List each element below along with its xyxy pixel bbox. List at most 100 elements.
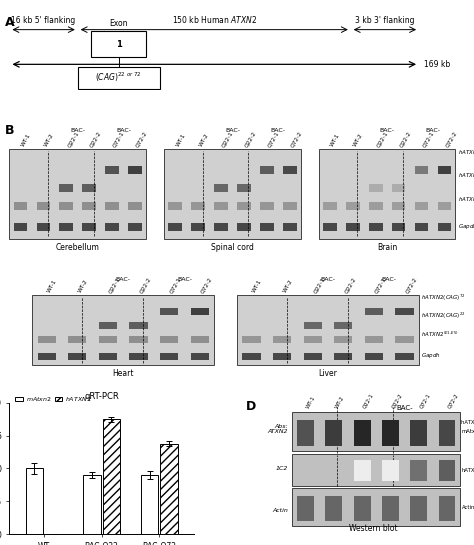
Bar: [161, 444, 178, 534]
Text: hATXN2-Q72: hATXN2-Q72: [462, 467, 474, 473]
Text: Actin: Actin: [272, 508, 288, 513]
Text: $Gapdh$: $Gapdh$: [421, 351, 441, 360]
Bar: [26, 469, 43, 534]
Text: Q72-1: Q72-1: [421, 130, 435, 148]
Bar: [14, 223, 27, 232]
Bar: [82, 184, 96, 192]
Bar: [214, 184, 228, 192]
Bar: [105, 223, 119, 232]
Bar: [415, 202, 428, 210]
Bar: [128, 166, 142, 174]
Text: BAC-: BAC-: [225, 128, 240, 133]
Bar: [354, 461, 371, 481]
Bar: [369, 184, 383, 192]
Text: Q72-2: Q72-2: [404, 276, 418, 294]
Bar: [334, 353, 352, 360]
Bar: [369, 223, 383, 232]
Text: BAC-: BAC-: [320, 277, 336, 282]
Bar: [38, 336, 56, 343]
Bar: [354, 496, 371, 520]
Bar: [129, 336, 147, 343]
Text: Q72-1: Q72-1: [374, 276, 387, 294]
Bar: [292, 412, 460, 451]
Bar: [438, 202, 451, 210]
Bar: [334, 322, 352, 329]
Text: Q22-1: Q22-1: [66, 130, 80, 148]
Bar: [382, 420, 399, 445]
Bar: [415, 166, 428, 174]
Bar: [395, 336, 413, 343]
Text: 1: 1: [116, 40, 122, 49]
Bar: [59, 223, 73, 232]
Bar: [164, 149, 301, 239]
Bar: [438, 461, 456, 481]
Text: mAtxn2: mAtxn2: [462, 429, 474, 434]
Bar: [191, 202, 205, 210]
Text: 1C2: 1C2: [276, 466, 288, 471]
Bar: [128, 223, 142, 232]
Text: WT-1: WT-1: [252, 279, 263, 294]
Bar: [273, 353, 291, 360]
Text: RT-PCR: RT-PCR: [0, 308, 3, 335]
Bar: [346, 223, 360, 232]
Bar: [365, 308, 383, 314]
Bar: [297, 496, 314, 520]
Text: $Gapdh$: $Gapdh$: [458, 222, 474, 231]
Bar: [82, 223, 96, 232]
Bar: [410, 461, 427, 481]
Text: D: D: [246, 400, 255, 413]
Bar: [191, 336, 209, 343]
Text: Q22-1: Q22-1: [362, 392, 375, 409]
Bar: [191, 353, 209, 360]
Text: Q72-2: Q72-2: [445, 130, 458, 148]
Text: Liver: Liver: [319, 369, 337, 378]
Bar: [99, 336, 117, 343]
Bar: [438, 223, 451, 232]
Text: Exon: Exon: [109, 19, 128, 28]
Text: BAC-: BAC-: [382, 277, 397, 282]
Text: BAC-: BAC-: [426, 128, 440, 133]
Text: Q72-1: Q72-1: [267, 130, 280, 148]
Text: Q72-2: Q72-2: [200, 276, 213, 294]
Text: hATXN2- (Q22 or Q72): hATXN2- (Q22 or Q72): [462, 420, 474, 425]
Text: A: A: [5, 16, 15, 29]
Text: Q22-2: Q22-2: [244, 130, 257, 148]
Bar: [292, 488, 460, 526]
Bar: [129, 353, 147, 360]
Bar: [128, 202, 142, 210]
Text: Abs:: Abs:: [274, 424, 288, 429]
Text: Q22-2: Q22-2: [89, 130, 102, 148]
Bar: [260, 202, 273, 210]
Text: Q72-2: Q72-2: [135, 130, 148, 148]
Bar: [160, 308, 178, 314]
Bar: [438, 166, 451, 174]
Bar: [105, 202, 119, 210]
Bar: [410, 420, 427, 445]
Bar: [191, 308, 209, 314]
Text: Q22-1: Q22-1: [376, 130, 389, 148]
Bar: [59, 184, 73, 192]
Bar: [160, 353, 178, 360]
Bar: [326, 496, 342, 520]
Bar: [415, 223, 428, 232]
Bar: [323, 202, 337, 210]
Text: BAC-: BAC-: [380, 128, 395, 133]
Bar: [59, 202, 73, 210]
Text: Spinal cord: Spinal cord: [211, 243, 254, 252]
Bar: [168, 223, 182, 232]
Text: WT-1: WT-1: [175, 133, 187, 148]
Bar: [297, 420, 314, 445]
Bar: [9, 149, 146, 239]
Text: ATXN2: ATXN2: [267, 429, 288, 434]
Bar: [319, 149, 456, 239]
Bar: [283, 223, 297, 232]
Text: WT-2: WT-2: [43, 132, 55, 148]
Bar: [365, 353, 383, 360]
Bar: [410, 496, 427, 520]
Bar: [392, 202, 405, 210]
Text: $hATXN2(CAG)^{22}$: $hATXN2(CAG)^{22}$: [421, 311, 466, 321]
Text: $hATXN2^{(E1\text{-}E5)}$: $hATXN2^{(E1\text{-}E5)}$: [421, 329, 459, 338]
Text: Q72-1: Q72-1: [419, 392, 431, 409]
Text: Q22-2: Q22-2: [343, 276, 356, 294]
Text: WT-2: WT-2: [198, 132, 210, 148]
